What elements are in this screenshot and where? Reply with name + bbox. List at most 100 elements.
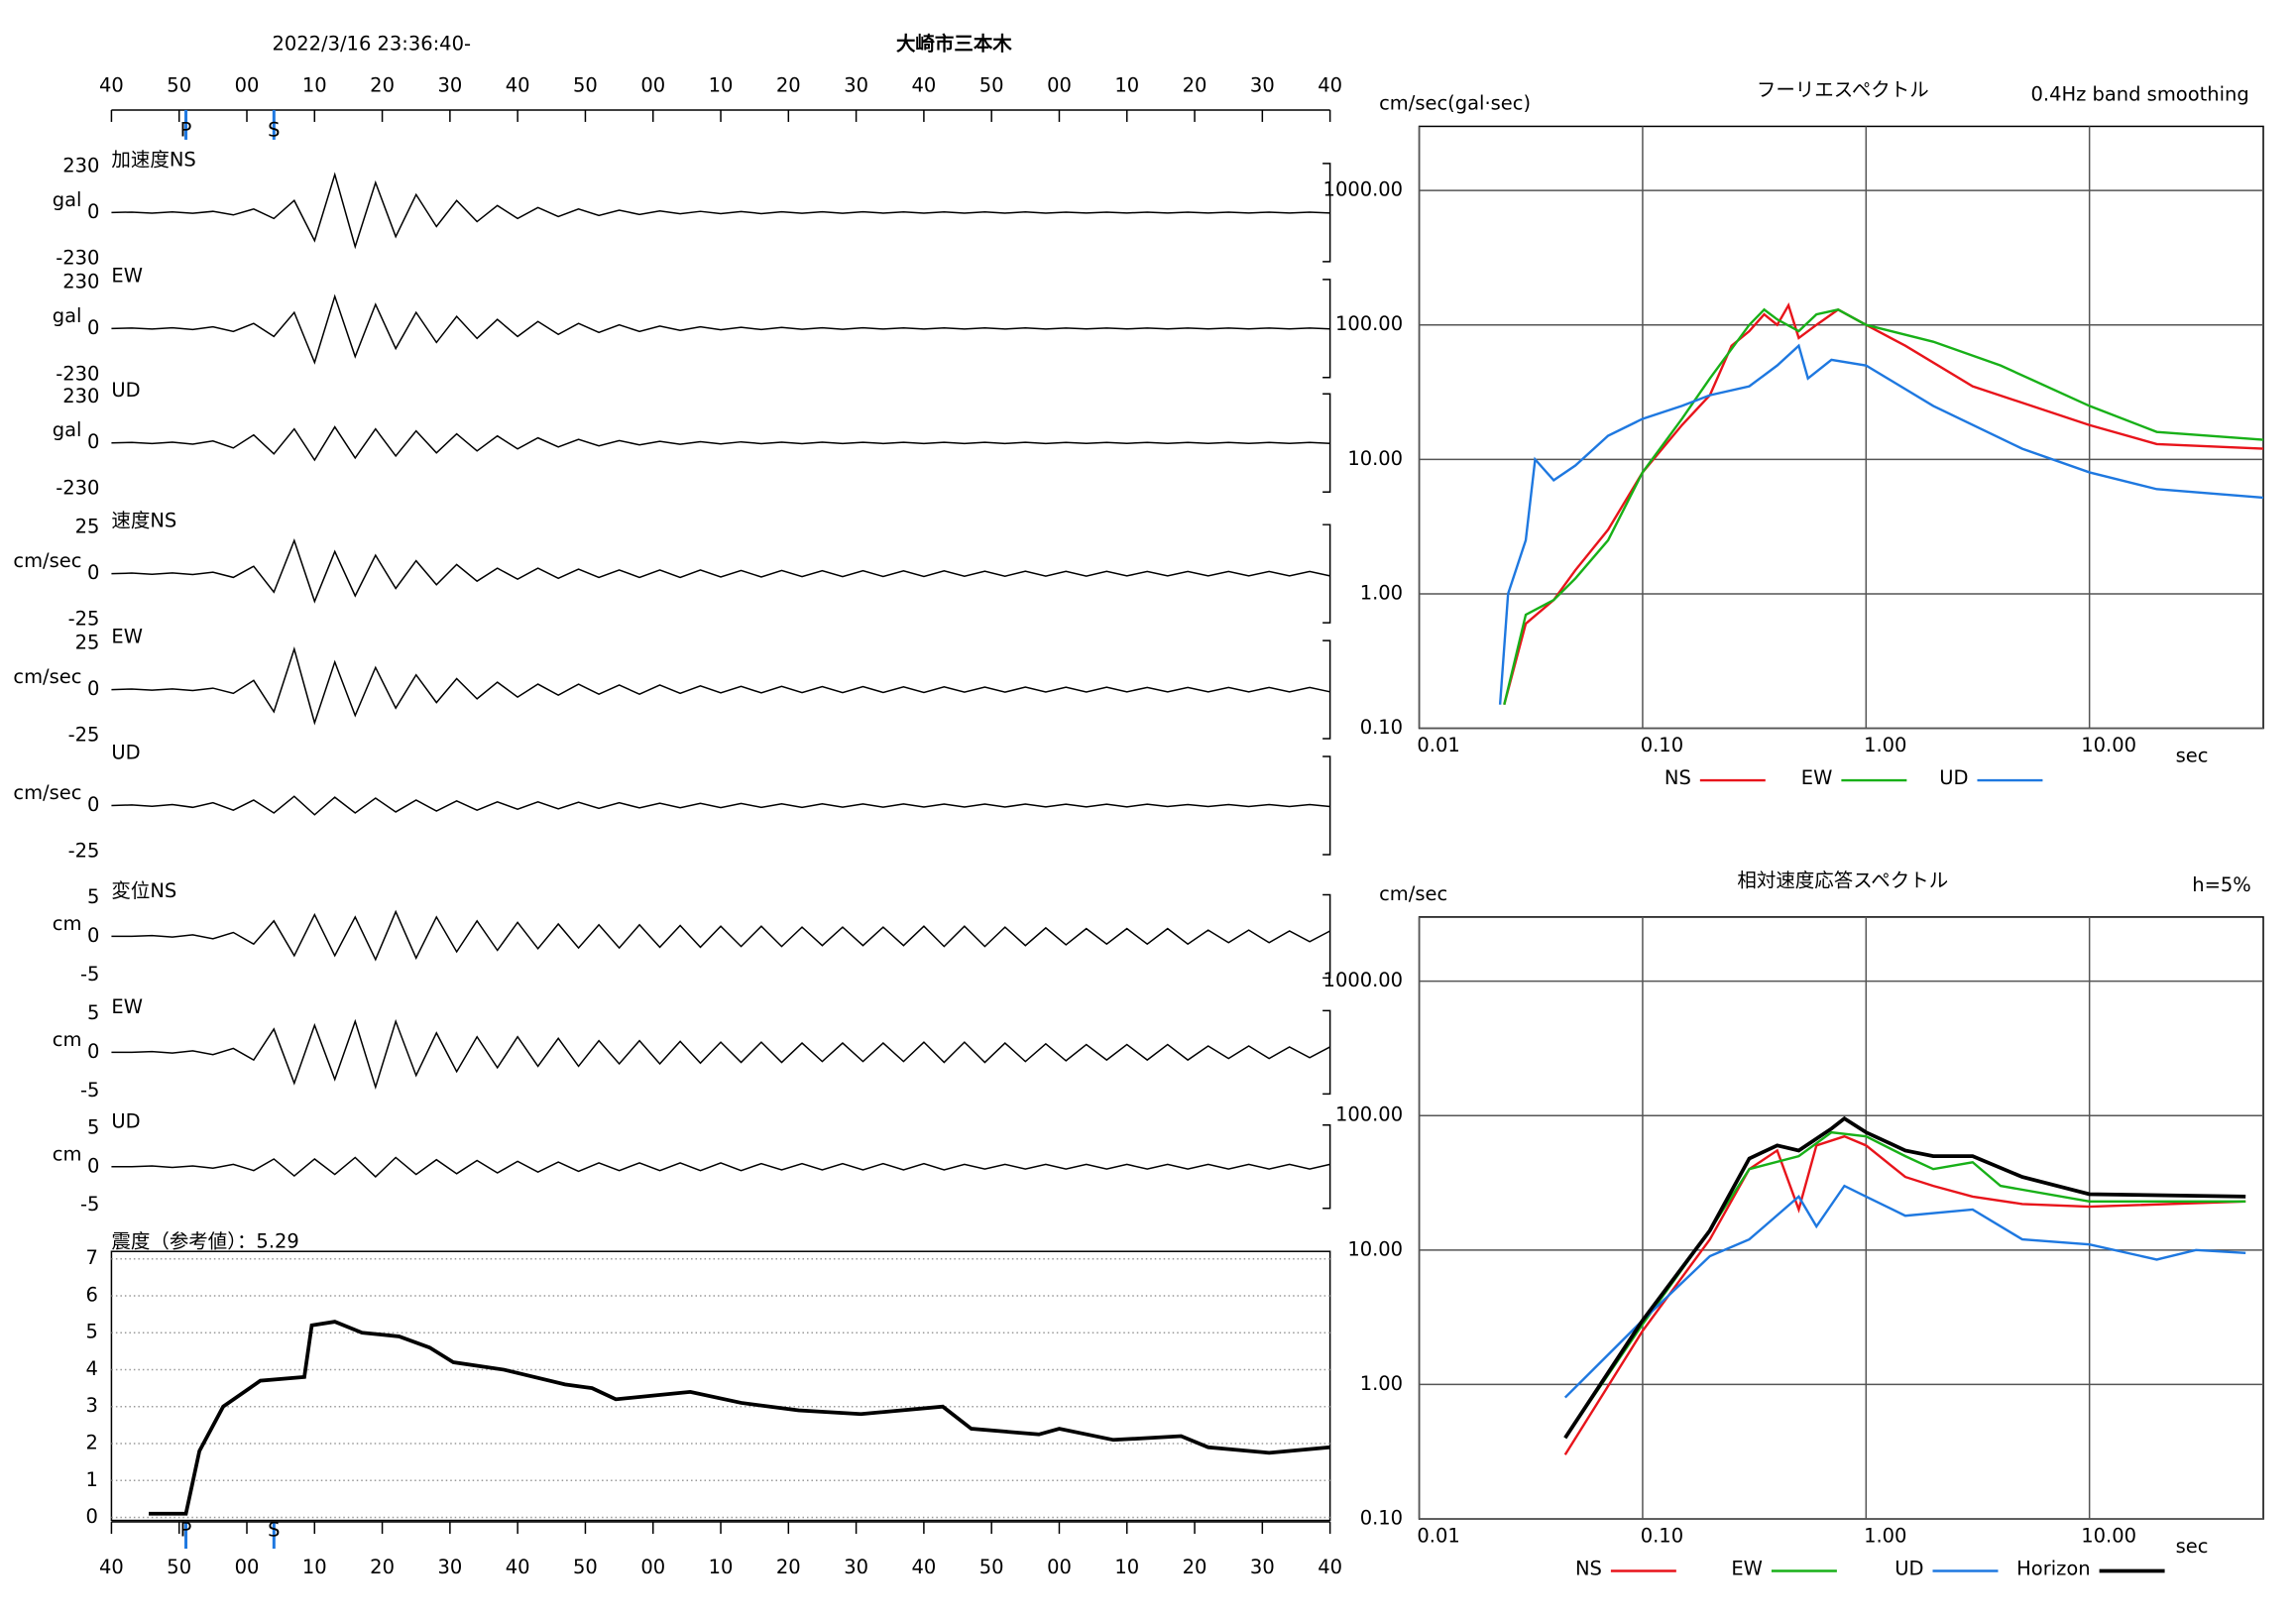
y-tick-label: -230 xyxy=(56,362,99,385)
x-tick-label: 40 xyxy=(506,73,530,96)
y-tick-label: 6 xyxy=(86,1283,98,1306)
x-tick-label: 10 xyxy=(709,1556,734,1578)
y-tick-label: 230 xyxy=(62,270,99,292)
y-tick-label: 0 xyxy=(87,430,99,453)
y-tick-label: 10.00 xyxy=(1347,447,1403,470)
y-tick-label: -25 xyxy=(68,724,100,747)
x-tick-label: 50 xyxy=(573,73,598,96)
spectrum-line xyxy=(1563,1134,2246,1455)
y-tick-label: -5 xyxy=(80,1079,99,1101)
y-tick-label: 3 xyxy=(86,1394,98,1417)
y-tick-label: -5 xyxy=(80,963,99,985)
chart-title: 相対速度応答スペクトル xyxy=(1737,869,1948,891)
y-tick-label: 1.00 xyxy=(1360,1372,1403,1395)
y-tick-label: 100.00 xyxy=(1335,1103,1403,1126)
trace-unit: cm/sec xyxy=(13,665,81,688)
y-tick-label: 230 xyxy=(62,154,99,176)
chart-note: h=5% xyxy=(2192,873,2251,896)
y-tick-label: 0 xyxy=(87,1040,99,1063)
x-tick-label: 00 xyxy=(640,73,665,96)
plot-frame xyxy=(110,1250,1331,1522)
trace-name: UD xyxy=(111,1109,140,1132)
y-tick-label: 10.00 xyxy=(1347,1237,1403,1260)
x-tick-label: 20 xyxy=(776,1556,801,1578)
trace-name: EW xyxy=(111,626,143,648)
trace-unit: gal xyxy=(53,188,82,211)
spectrum-line xyxy=(1498,343,2264,705)
trace-frame xyxy=(1322,1009,1331,1096)
x-tick-label: 40 xyxy=(506,1556,530,1578)
x-tick-label: 40 xyxy=(912,73,937,96)
spectrum-line xyxy=(1503,307,2264,705)
plot-frame xyxy=(1418,125,2264,730)
y-tick-label: 7 xyxy=(86,1246,98,1269)
trace-unit: cm/sec xyxy=(13,781,81,804)
chart-subtitle: 大崎市三本木 xyxy=(896,33,1012,56)
waveform-line xyxy=(111,909,1330,962)
x-tick-label: 50 xyxy=(167,1556,191,1578)
x-tick-label: 20 xyxy=(370,73,395,96)
waveform-line xyxy=(111,795,1330,816)
x-axis-label: sec xyxy=(2176,745,2209,767)
trace-name: 加速度NS xyxy=(111,148,195,171)
phase-pick-label: S xyxy=(268,118,280,141)
y-axis-label: cm/sec xyxy=(1379,882,1447,905)
legend-label: NS xyxy=(1575,1558,1602,1580)
x-tick-label: 0.10 xyxy=(1641,1525,1683,1548)
x-tick-label: 0.01 xyxy=(1417,1525,1459,1548)
trace-unit: gal xyxy=(53,304,82,327)
y-tick-label: 0 xyxy=(87,1154,99,1177)
x-tick-label: 40 xyxy=(1318,73,1342,96)
chart-title: 震度（参考値）：5.29 xyxy=(111,1230,298,1253)
x-tick-label: 20 xyxy=(370,1556,395,1578)
waveform-line xyxy=(111,1156,1330,1178)
x-tick-label: 00 xyxy=(235,73,260,96)
trace-name: UD xyxy=(111,379,140,402)
chart-title: フーリエスペクトル xyxy=(1757,78,1929,101)
x-tick-label: 40 xyxy=(99,1556,124,1578)
y-tick-label: 4 xyxy=(86,1357,98,1380)
legend-label: EW xyxy=(1801,766,1833,789)
y-tick-label: 1.00 xyxy=(1360,581,1403,604)
chart-title: 2022/3/16 23:36:40- xyxy=(273,33,471,56)
y-tick-label: -25 xyxy=(68,839,100,862)
y-tick-label: 0 xyxy=(86,1505,98,1528)
spectrum-line xyxy=(1503,301,2264,706)
x-tick-label: 1.00 xyxy=(1864,1525,1906,1548)
x-tick-label: 30 xyxy=(844,1556,868,1578)
y-tick-label: 100.00 xyxy=(1335,312,1403,335)
x-tick-label: 50 xyxy=(573,1556,598,1578)
trace-frame xyxy=(1322,1124,1331,1210)
x-tick-label: 10 xyxy=(709,73,734,96)
trace-name: EW xyxy=(111,995,143,1018)
x-tick-label: 00 xyxy=(235,1556,260,1578)
y-tick-label: 25 xyxy=(75,632,100,654)
y-tick-label: 0 xyxy=(87,561,99,584)
y-tick-label: 25 xyxy=(75,516,100,538)
x-tick-label: 50 xyxy=(979,1556,1004,1578)
x-tick-label: 40 xyxy=(99,73,124,96)
spectrum-line xyxy=(1563,1115,2246,1440)
x-tick-label: 00 xyxy=(1047,1556,1072,1578)
y-tick-label: 0.10 xyxy=(1360,1507,1403,1530)
x-tick-label: 20 xyxy=(1183,1556,1207,1578)
x-tick-label: 10 xyxy=(302,73,327,96)
x-tick-label: 30 xyxy=(844,73,868,96)
spectrum-line xyxy=(1563,1184,2246,1399)
trace-frame xyxy=(1322,523,1331,624)
x-tick-label: 10 xyxy=(1114,1556,1139,1578)
y-tick-label: 0.10 xyxy=(1360,716,1403,739)
x-tick-label: 10.00 xyxy=(2081,734,2136,756)
y-tick-label: 2 xyxy=(86,1432,98,1454)
y-axis-label: cm/sec(gal·sec) xyxy=(1379,91,1531,114)
waveform-line xyxy=(111,538,1330,604)
x-tick-label: 10.00 xyxy=(2081,1525,2136,1548)
trace-unit: gal xyxy=(53,418,82,441)
trace-frame xyxy=(1322,893,1331,980)
x-tick-label: 0.10 xyxy=(1641,734,1683,756)
x-tick-label: 30 xyxy=(1250,1556,1275,1578)
plot-frame xyxy=(1418,916,2264,1520)
y-tick-label: 5 xyxy=(87,1001,99,1024)
